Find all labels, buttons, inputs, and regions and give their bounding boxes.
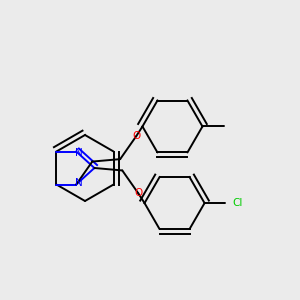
Text: O: O bbox=[134, 188, 142, 198]
Text: O: O bbox=[132, 131, 140, 141]
Text: N: N bbox=[75, 178, 83, 188]
Text: N: N bbox=[75, 148, 83, 158]
Text: Cl: Cl bbox=[232, 198, 243, 208]
